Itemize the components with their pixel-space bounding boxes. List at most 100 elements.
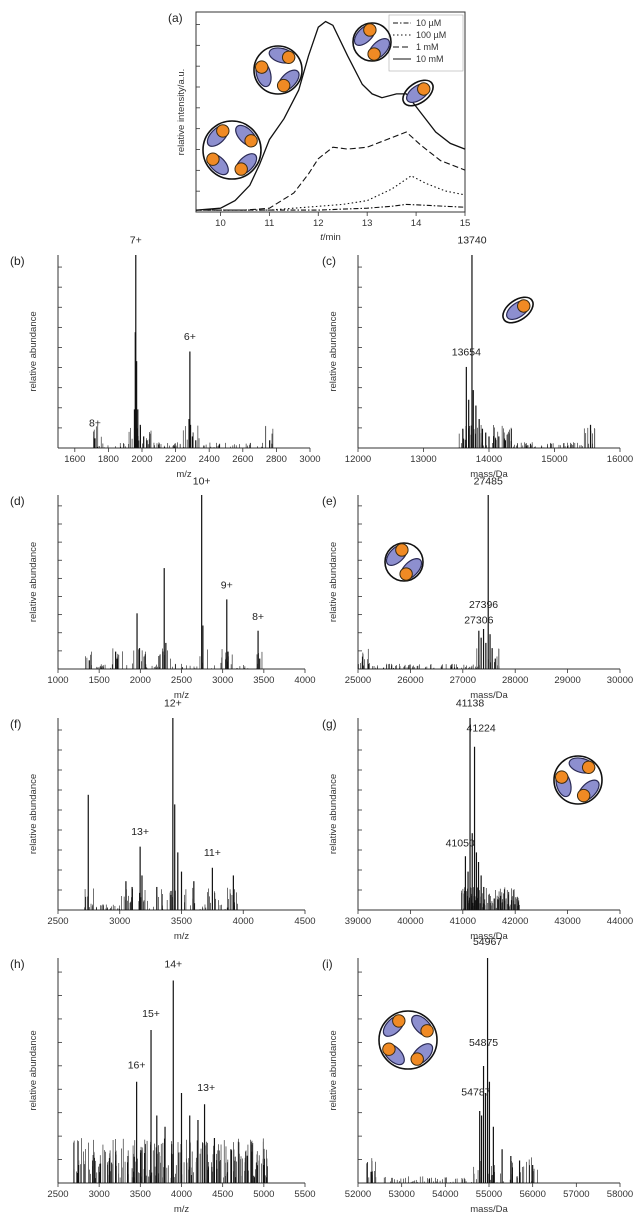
panel-g-trimer-icon-subunit-1-head <box>554 770 569 784</box>
panel-g-peak-label-2: 41050 <box>446 838 475 850</box>
panel-e-peak-label-2: 27306 <box>464 615 493 627</box>
panel-i-tetramer-icon-subunit-2 <box>382 1014 406 1037</box>
panel-f-peak-label-1: 12+ <box>164 697 182 709</box>
panel-e-x-tick-label: 27000 <box>450 675 476 686</box>
panel-a-tetramer-icon-subunit-3 <box>235 124 258 148</box>
panel-h-y-label: relative abundance <box>28 1030 39 1110</box>
panel-d-x-tick-label: 2000 <box>130 675 151 686</box>
panel-g-x-label: mass/Da <box>470 931 508 942</box>
panel-c-peak-label-0: 13740 <box>457 234 486 246</box>
panel-h-x-label: m/z <box>174 1204 190 1215</box>
panel-b-x-tick-label: 3000 <box>299 454 320 465</box>
panel-e-peak-label-1: 27396 <box>469 599 498 611</box>
panel-a-label: (a) <box>168 11 183 25</box>
panel-b-y-label: relative abundance <box>28 311 39 391</box>
panel-d-x-tick-label: 3500 <box>253 675 274 686</box>
panel-a-tetramer-icon-subunit-2 <box>206 124 230 147</box>
panel-d-x-tick-label: 4000 <box>294 675 315 686</box>
panel-a-tetramer-icon-subunit-0-head <box>234 162 248 176</box>
panel-a-dimer-icon-outline <box>352 22 392 62</box>
panel-g-trimer-icon-subunit-0 <box>576 779 600 803</box>
panel-a-trimer-icon-subunit-1-head <box>254 60 269 74</box>
panel-c-monomer-icon <box>502 296 534 324</box>
panel-h-peak-label-3: 13+ <box>197 1082 215 1094</box>
panel-e-x-tick-label: 29000 <box>554 675 580 686</box>
panel-b-x-tick-label: 2600 <box>232 454 253 465</box>
panel-a-frame <box>195 11 466 213</box>
panel-h-peak-label-0: 16+ <box>128 1060 146 1072</box>
panel-e-dimer-icon-subunit-0-head <box>399 567 413 581</box>
panel-d-label: (d) <box>10 494 25 508</box>
panel-i-tetramer-icon-subunit-0-head <box>410 1052 424 1066</box>
panel-h-label: (h) <box>10 957 25 971</box>
panel-a-tetramer-icon-subunit-2-body <box>206 124 229 147</box>
panel-b-x-tick-label: 2000 <box>131 454 152 465</box>
panel-a-tetramer-icon-subunit-0 <box>234 153 258 176</box>
panel-h-x-tick-label: 5500 <box>294 1189 315 1200</box>
panel-a-monomer-icon <box>402 79 434 107</box>
panel-e-x-tick-label: 26000 <box>397 675 423 686</box>
panel-i-tetramer-icon-subunit-1-head <box>382 1042 396 1056</box>
panel-c-label: (c) <box>322 254 336 268</box>
panel-i-peak-label-2: 54787 <box>461 1087 490 1099</box>
panel-a-tetramer-icon-outline <box>202 120 262 180</box>
panel-b-peak-label-1: 7+ <box>130 234 142 246</box>
panel-g-spectrum <box>461 718 520 910</box>
panel-a-trimer-icon-subunit-0-head <box>276 78 291 93</box>
panel-c-x-tick-label: 12000 <box>345 454 371 465</box>
panel-b-peak-label-0: 8+ <box>89 418 101 430</box>
panel-i-peak-label-1: 54875 <box>469 1037 498 1049</box>
panel-a-trimer-icon-outline <box>253 45 303 95</box>
panel-f-y-label: relative abundance <box>28 774 39 854</box>
panel-i-tetramer-icon-subunit-0-body <box>411 1043 434 1066</box>
panel-h-peak-label-1: 15+ <box>142 1008 160 1020</box>
panel-e-label: (e) <box>322 494 337 508</box>
panel-i-x-tick-label: 54000 <box>432 1189 458 1200</box>
panel-e-y-label: relative abundance <box>328 542 339 622</box>
panel-a-tetramer-icon <box>202 120 262 180</box>
panel-b-x-tick-label: 1600 <box>64 454 85 465</box>
panel-d-x-tick-label: 1000 <box>47 675 68 686</box>
panel-f-x-tick-label: 3500 <box>171 916 192 927</box>
panel-c-x-tick-label: 14000 <box>476 454 502 465</box>
panel-e-dimer-icon <box>384 542 424 582</box>
panel-i-tetramer-icon-subunit-2-body <box>382 1014 405 1037</box>
panel-g-trimer-icon-subunit-1 <box>554 770 572 798</box>
panel-f-label: (f) <box>10 717 21 731</box>
panel-g-peak-label-0: 41138 <box>456 697 485 709</box>
panel-a-x-tick-label: 13 <box>362 218 373 229</box>
panel-a-legend-entry-3: 10 mM <box>416 54 444 64</box>
panel-c-spectrum <box>458 255 596 448</box>
panel-c-y-label: relative abundance <box>328 311 339 391</box>
panel-g-label: (g) <box>322 717 337 731</box>
panel-d-x-tick-label: 1500 <box>89 675 110 686</box>
panel-b-spectrum <box>93 255 274 448</box>
panel-b-label: (b) <box>10 254 25 268</box>
panel-a-trimer-icon-subunit-1 <box>254 60 272 88</box>
panel-h-x-tick-label: 4000 <box>171 1189 192 1200</box>
panel-a-x-tick-label: 14 <box>411 218 422 229</box>
panel-a-monomer-icon-outline <box>402 79 434 107</box>
panel-a-x-tick-label: 12 <box>313 218 324 229</box>
panel-i-tetramer-icon-outline <box>378 1010 438 1070</box>
panel-c-x-tick-label: 16000 <box>607 454 633 465</box>
panel-a-trimer-icon <box>253 45 303 95</box>
panel-i-x-tick-label: 55000 <box>476 1189 502 1200</box>
panel-e-dimer-icon-subunit-1 <box>385 543 409 566</box>
panel-a-tetramer-icon-subunit-2-head <box>216 124 230 138</box>
panel-a-legend-entry-2: 1 mM <box>416 42 439 52</box>
panel-b-x-tick-label: 2200 <box>165 454 186 465</box>
panel-g-trimer-icon-subunit-2 <box>568 757 596 775</box>
panel-g-x-tick-label: 43000 <box>554 916 580 927</box>
panel-a-dimer-icon-subunit-1 <box>353 23 377 46</box>
panel-i-y-label: relative abundance <box>328 1030 339 1110</box>
panel-c-x-tick-label: 15000 <box>541 454 567 465</box>
panel-i-x-label: mass/Da <box>470 1204 508 1215</box>
panel-e-dimer-icon-outline <box>384 542 424 582</box>
panel-a-legend-entry-0: 10 µM <box>416 18 441 28</box>
panel-i-tetramer-icon-subunit-1 <box>382 1042 405 1066</box>
panel-d-spectrum <box>85 495 263 669</box>
panel-d-x-tick-label: 3000 <box>212 675 233 686</box>
panel-i-tetramer-icon-subunit-0 <box>410 1043 434 1066</box>
